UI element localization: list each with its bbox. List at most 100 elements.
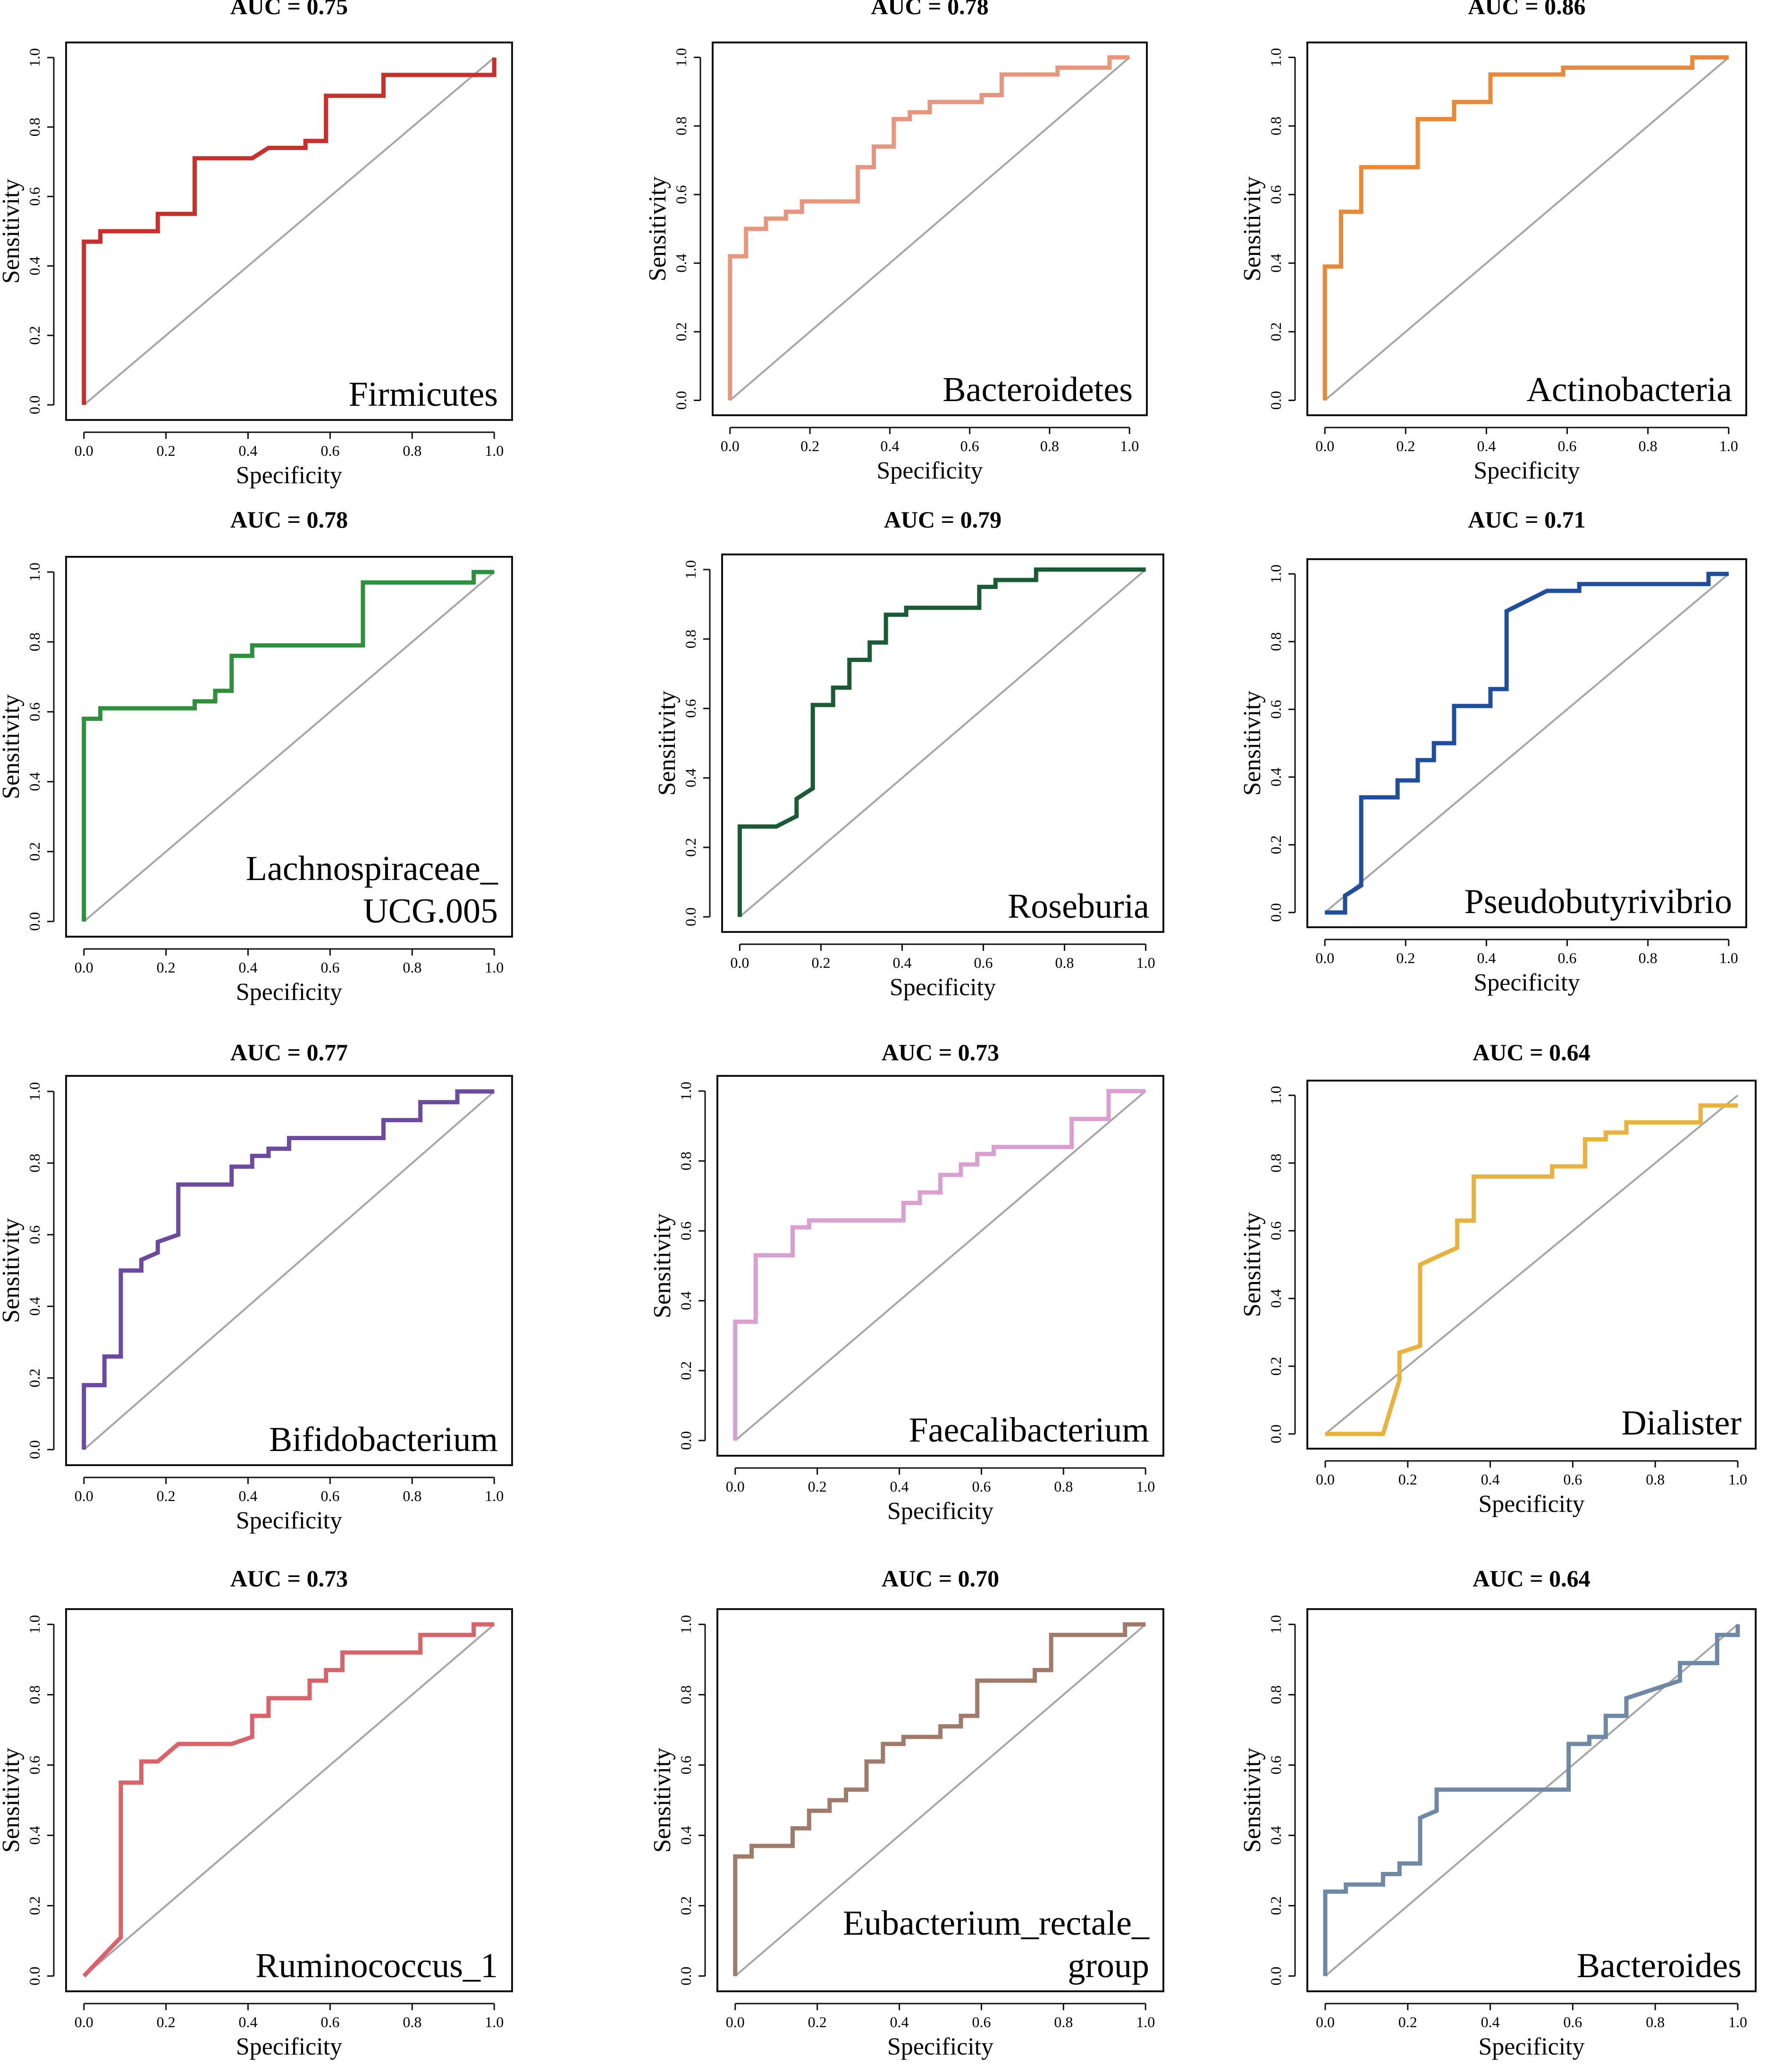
x-tick-label: 0.0: [75, 1487, 93, 1504]
panel-title: AUC = 0.64: [1473, 1565, 1590, 1592]
roc-panel: AUC = 0.77 0.0 0.2 0.4 0.6 0.8 1.0 Specificity 0…: [0, 1039, 513, 1534]
x-tick-label: 0.6: [1563, 2013, 1582, 2030]
taxon-label: Firmicutes: [348, 375, 498, 414]
x-tick-label: 0.6: [320, 959, 339, 976]
x-tick-label: 1.0: [485, 959, 504, 976]
x-tick-label: 1.0: [1136, 954, 1155, 971]
y-tick-label: 0.2: [682, 838, 699, 857]
reference-diagonal: [1324, 57, 1730, 401]
y-tick-label: 0.4: [677, 1826, 694, 1845]
x-tick-label: 0.0: [1316, 2013, 1335, 2030]
y-tick-label: 1.0: [26, 1082, 43, 1101]
x-tick-label: 1.0: [1136, 1478, 1155, 1495]
x-tick-label: 0.4: [892, 954, 911, 971]
x-tick-label: 0.8: [403, 2013, 421, 2030]
x-tick-label: 0.2: [1396, 437, 1415, 454]
roc-curve: [1325, 1103, 1738, 1436]
y-tick-label: 0.4: [26, 1297, 43, 1316]
y-tick-label: 0.0: [682, 907, 699, 926]
x-tick-label: 0.2: [1396, 949, 1415, 966]
roc-curve: [733, 1089, 1146, 1441]
reference-diagonal: [734, 1090, 1146, 1442]
x-tick-label: 0.2: [808, 2013, 827, 2030]
y-tick-label: 0.2: [1267, 322, 1284, 341]
x-tick-label: 0.6: [1563, 1471, 1582, 1488]
reference-diagonal: [83, 571, 495, 923]
y-tick-label: 0.2: [26, 1368, 43, 1387]
y-tick-label: 0.8: [1267, 632, 1284, 651]
plot-frame: [712, 42, 1148, 416]
y-tick-label: 0.6: [1267, 185, 1284, 204]
y-tick-label: 0.2: [1267, 1896, 1284, 1915]
x-tick-label: 0.2: [157, 442, 176, 459]
y-tick-label: 0.6: [26, 187, 43, 206]
x-axis-label: Specificity: [1478, 1491, 1584, 1518]
x-tick-label: 0.6: [1558, 949, 1577, 966]
plot-frame: [721, 554, 1164, 933]
panel-title: AUC = 0.73: [882, 1039, 999, 1065]
y-axis-label: Sensitivity: [0, 1748, 25, 1853]
x-axis-label: Specificity: [236, 462, 342, 489]
roc-panel: AUC = 0.75 0.0 0.2 0.4 0.6 0.8 1.0 Specificity 0…: [0, 0, 513, 489]
y-axis-label: Sensitivity: [649, 1213, 676, 1318]
y-tick-label: 0.6: [26, 1225, 43, 1244]
panel-title: AUC = 0.86: [1468, 0, 1585, 19]
y-tick-label: 0.0: [26, 395, 43, 414]
y-axis-label: Sensitivity: [654, 691, 681, 796]
plot-frame: [1306, 1608, 1757, 1992]
panel-title: AUC = 0.78: [871, 0, 988, 19]
y-axis-label: Sensitivity: [1239, 1212, 1266, 1317]
roc-panel: AUC = 0.73 0.0 0.2 0.4 0.6 0.8 1.0 Specificity 0…: [649, 1039, 1164, 1525]
plot-frame: [65, 556, 513, 938]
taxon-label: Dialister: [1621, 1404, 1742, 1443]
x-axis-label: Specificity: [890, 974, 996, 1001]
roc-curve: [82, 1089, 495, 1450]
x-tick-label: 0.0: [730, 954, 749, 971]
x-tick-label: 0.4: [239, 442, 258, 459]
y-tick-label: 0.0: [1267, 903, 1284, 922]
y-tick-label: 0.2: [673, 322, 690, 341]
x-tick-label: 1.0: [1728, 2013, 1747, 2030]
x-tick-label: 0.6: [974, 954, 993, 971]
y-tick-label: 0.6: [26, 1755, 43, 1774]
y-tick-label: 1.0: [682, 560, 699, 579]
x-tick-label: 0.0: [726, 1478, 745, 1495]
roc-panel: AUC = 0.71 0.0 0.2 0.4 0.6 0.8 1.0 Specificity 0…: [1239, 506, 1747, 996]
roc-curve: [728, 55, 1130, 401]
y-tick-label: 0.6: [1267, 700, 1284, 719]
x-tick-label: 0.0: [1315, 949, 1334, 966]
y-axis-label: Sensitivity: [649, 1748, 676, 1853]
x-axis-label: Specificity: [236, 1507, 342, 1534]
taxon-label: Roseburia: [1008, 887, 1149, 926]
panel-title: AUC = 0.75: [230, 0, 348, 19]
x-tick-label: 0.4: [239, 1487, 258, 1504]
x-tick-label: 0.6: [960, 437, 979, 454]
x-tick-label: 0.6: [1558, 437, 1577, 454]
roc-panel: AUC = 0.78 0.0 0.2 0.4 0.6 0.8 1.0 Specificity 0…: [0, 506, 513, 1006]
x-tick-label: 0.2: [1398, 1471, 1417, 1488]
plot-frame: [65, 42, 513, 421]
y-axis-label: Sensitivity: [0, 179, 25, 284]
y-tick-label: 1.0: [1267, 1086, 1284, 1105]
y-tick-label: 1.0: [677, 1615, 694, 1634]
y-tick-label: 0.6: [677, 1221, 694, 1240]
y-tick-label: 0.8: [26, 1154, 43, 1173]
y-tick-label: 0.4: [1267, 768, 1284, 787]
x-tick-label: 1.0: [1719, 949, 1738, 966]
x-tick-label: 1.0: [1136, 2013, 1155, 2030]
y-tick-label: 0.8: [677, 1151, 694, 1170]
roc-panel: AUC = 0.73 0.0 0.2 0.4 0.6 0.8 1.0 Specificity 0…: [0, 1565, 513, 2060]
panel-title: AUC = 0.71: [1468, 506, 1585, 533]
x-tick-label: 0.6: [320, 442, 339, 459]
y-tick-label: 0.4: [677, 1292, 694, 1310]
y-tick-label: 0.8: [26, 117, 43, 136]
y-tick-label: 0.0: [677, 1967, 694, 1986]
x-tick-label: 0.2: [811, 954, 830, 971]
y-tick-label: 0.2: [1267, 1357, 1284, 1376]
y-tick-label: 0.6: [673, 185, 690, 204]
y-tick-label: 0.4: [1267, 1826, 1284, 1845]
y-tick-label: 1.0: [677, 1082, 694, 1100]
y-tick-label: 0.4: [1267, 1289, 1284, 1308]
y-tick-label: 0.2: [26, 1896, 43, 1915]
